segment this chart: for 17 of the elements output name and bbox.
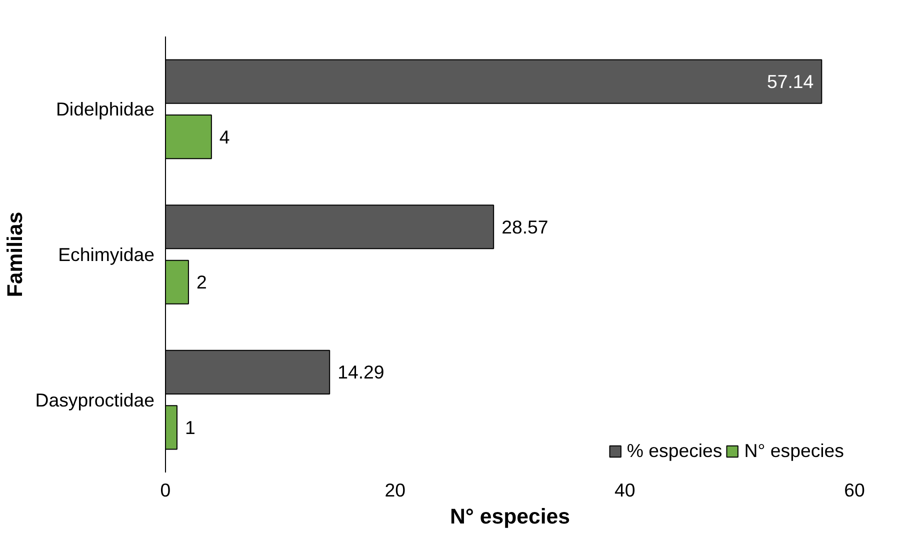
data-label: 1 — [184, 416, 196, 438]
x-tick-label: 60 — [844, 480, 865, 500]
data-label: 4 — [219, 126, 230, 148]
x-tick-label: 0 — [160, 480, 171, 500]
y-tick-label: Didelphidae — [56, 98, 155, 120]
legend-label: N° especies — [744, 440, 844, 462]
legend-label: % especies — [626, 440, 722, 462]
y-tick-label: Echimyidae — [58, 244, 155, 265]
data-label: 57.14 — [766, 71, 814, 92]
x-tick-label: 40 — [614, 480, 636, 500]
data-label: 2 — [196, 272, 207, 293]
y-tick-label: Dasyproctidae — [35, 389, 155, 410]
data-label: 28.57 — [502, 216, 548, 238]
x-axis-title: N° especies — [450, 504, 570, 528]
x-tick-label: 20 — [384, 480, 406, 500]
data-label: 14.29 — [338, 362, 384, 383]
y-axis-title: Familias — [3, 212, 28, 298]
